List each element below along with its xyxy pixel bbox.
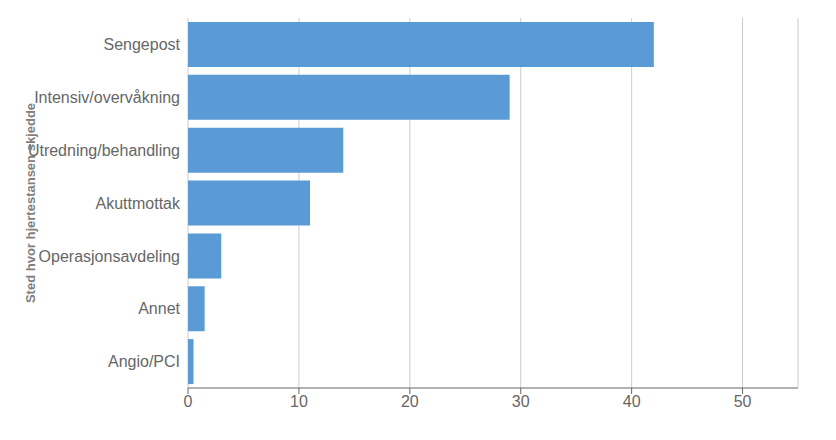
svg-text:Utredning/behandling: Utredning/behandling — [28, 142, 180, 159]
svg-text:30: 30 — [512, 393, 530, 410]
svg-text:50: 50 — [734, 393, 752, 410]
svg-text:0: 0 — [184, 393, 193, 410]
svg-text:Sted hvor hjertestansen skjedd: Sted hvor hjertestansen skjedde — [23, 103, 38, 303]
svg-text:Operasjonsavdeling: Operasjonsavdeling — [39, 248, 180, 265]
svg-text:Sengepost: Sengepost — [103, 36, 180, 53]
svg-text:Intensiv/overvåkning: Intensiv/overvåkning — [34, 89, 180, 106]
svg-text:Angio/PCI: Angio/PCI — [108, 353, 180, 370]
svg-text:Annet: Annet — [138, 300, 180, 317]
svg-text:Akuttmottak: Akuttmottak — [96, 195, 181, 212]
svg-text:20: 20 — [401, 393, 419, 410]
svg-text:40: 40 — [623, 393, 641, 410]
svg-text:10: 10 — [290, 393, 308, 410]
